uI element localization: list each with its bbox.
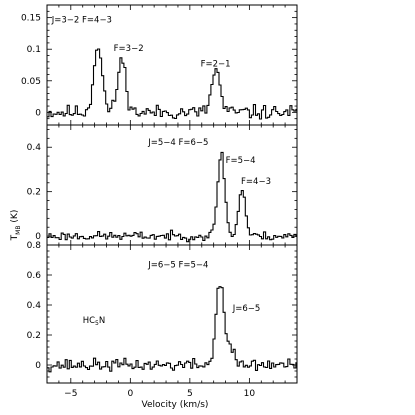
y-tick-label: 0.2 — [27, 188, 41, 198]
spectrum-line — [47, 286, 297, 373]
y-tick-label: 0.1 — [27, 45, 41, 55]
y-tick-label: 0.4 — [27, 143, 42, 153]
x-tick-label: 10 — [244, 389, 256, 399]
y-axis-title: TMB (K) — [10, 210, 22, 242]
y-tick-label: 0 — [35, 361, 41, 371]
x-tick-label: −5 — [64, 389, 77, 399]
annotation-label: F=3−2 — [114, 44, 144, 54]
y-axis-title-main: T — [10, 234, 20, 241]
y-tick-label: 0.15 — [21, 14, 41, 24]
panels-group: 0 0.05 0.1 0.15 J=3−2 F=4−3 F=3−2 F=2−1 0 0.2 0.4… — [21, 4, 298, 399]
y-tick-label: 0.6 — [27, 271, 42, 281]
annotation-label: J=3−2 F=4−3 — [51, 16, 112, 26]
annotation-label: J=6−5 F=5−4 — [147, 261, 208, 271]
panel-frame — [46, 244, 298, 384]
spectrum-line — [47, 48, 297, 120]
panel-1: 0 0.05 0.1 0.15 J=3−2 F=4−3 F=3−2 F=2−1 — [21, 4, 298, 126]
y-tick-label: 0.4 — [27, 301, 42, 311]
y-axis-title-sub: MB — [15, 226, 22, 235]
x-axis-title: Velocity (km/s) — [142, 400, 209, 410]
annotation-label: J=5−4 F=6−5 — [147, 138, 208, 148]
svg-text:TMB(K): TMB (K) — [10, 210, 22, 242]
y-tick-label: 0 — [35, 108, 41, 118]
annotation-label: F=2−1 — [201, 59, 231, 69]
x-tick-label: 5 — [187, 389, 193, 399]
y-axis-title-unit: (K) — [10, 210, 20, 223]
y-tick-label: 0.8 — [27, 241, 42, 251]
annotation-label: HC5N — [83, 316, 106, 327]
y-tick-label: 0 — [35, 232, 41, 242]
spectrum-line — [47, 151, 297, 243]
x-tick-label: 0 — [127, 389, 133, 399]
annotation-label: J=6−5 — [232, 304, 261, 314]
annotation-label: F=4−3 — [241, 177, 271, 187]
panel-2: 0 0.2 0.4 J=5−4 F=6−5 F=5−4 F=4−3 — [27, 124, 298, 246]
annotation-label: F=5−4 — [226, 156, 256, 166]
panel-3: 0 0.2 0.4 0.6 0.8 −5 0 5 10 J=6−5 F=5−4 J=6−5 HC5N — [27, 241, 298, 399]
y-tick-label: 0.2 — [27, 331, 41, 341]
y-tick-label: 0.05 — [21, 77, 41, 87]
